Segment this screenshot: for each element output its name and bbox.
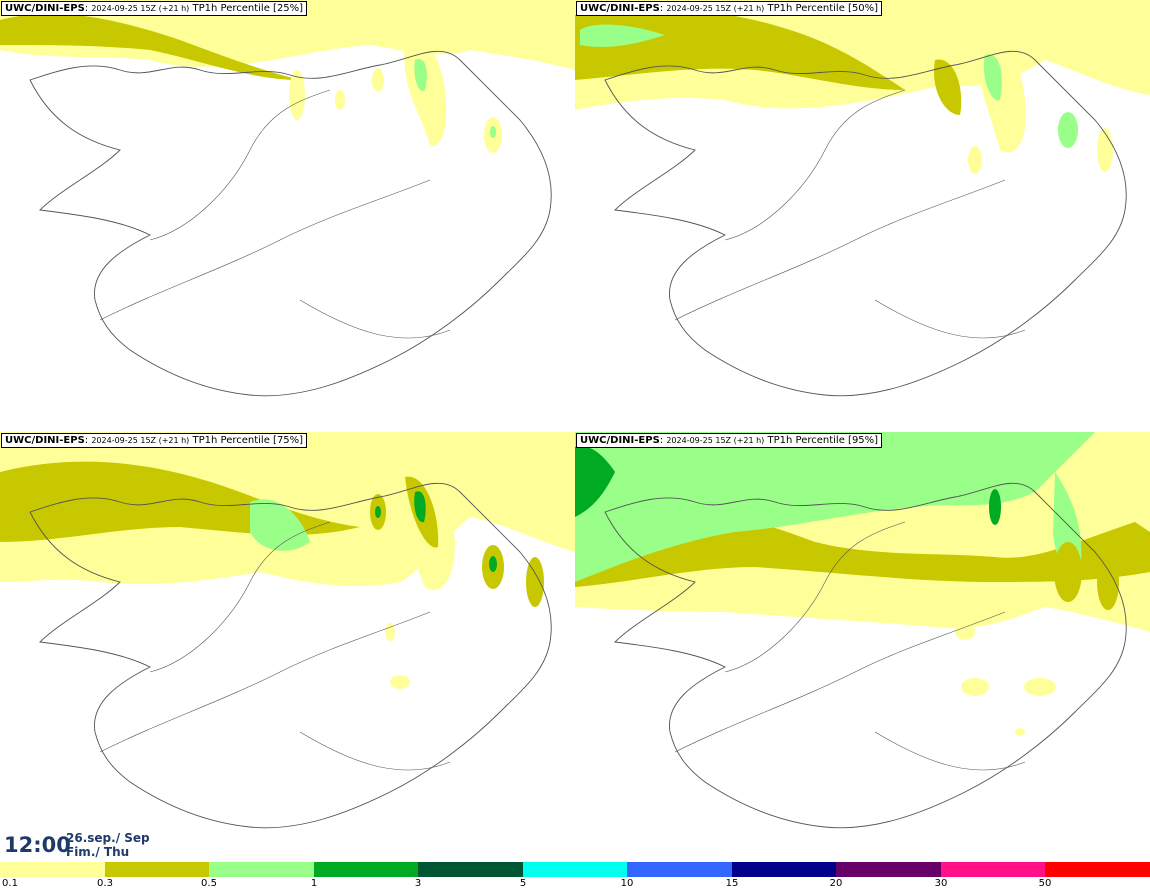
- legend-swatch: [1045, 862, 1150, 877]
- legend-tick-label: 10: [620, 878, 634, 889]
- run-info: 2024-09-25 15Z (+21 h): [91, 436, 190, 445]
- legend-swatch: [0, 862, 105, 877]
- legend-swatch: [836, 862, 941, 877]
- map-panel-p95: UWC/DINI-EPS: 2024-09-25 15Z (+21 h) TP1…: [575, 432, 1150, 864]
- precip-map-p25: [0, 0, 575, 397]
- legend-swatch: [731, 862, 837, 877]
- legend-swatch: [627, 862, 732, 877]
- precip-map-p50: [575, 0, 1150, 397]
- legend-tick-label: 50: [1038, 878, 1052, 889]
- percentile-label: [95%]: [848, 435, 879, 446]
- legend-tick-label: 3: [414, 878, 422, 889]
- precip-map-p75: [0, 432, 575, 829]
- legend-tick-label: 0.3: [97, 878, 113, 889]
- model-name: UWC/DINI-EPS: [580, 435, 660, 446]
- valid-time-box: 12:00 26.sep./ Sep Fim./ Thu: [0, 829, 150, 862]
- legend-tick-label: 5: [519, 878, 527, 889]
- legend-swatch: [104, 862, 210, 877]
- map-panel-p75: UWC/DINI-EPS: 2024-09-25 15Z (+21 h) TP1…: [0, 432, 575, 864]
- legend-tick-label: 0.1: [2, 878, 18, 889]
- legend-tick-label: 0.5: [201, 878, 217, 889]
- percentile-label: [75%]: [273, 435, 304, 446]
- variable-name: TP1h Percentile: [192, 435, 270, 446]
- variable-name: TP1h Percentile: [767, 3, 845, 14]
- legend-swatch: [940, 862, 1046, 877]
- valid-day: Fim./ Thu: [66, 845, 130, 859]
- map-panel-p50: UWC/DINI-EPS: 2024-09-25 15Z (+21 h) TP1…: [575, 0, 1150, 432]
- legend-tick-label: 30: [934, 878, 948, 889]
- model-name: UWC/DINI-EPS: [5, 3, 85, 14]
- valid-date: 26.sep./ Sep: [66, 831, 150, 845]
- map-panel-p25: UWC/DINI-EPS: 2024-09-25 15Z (+21 h) TP1…: [0, 0, 575, 432]
- model-name: UWC/DINI-EPS: [5, 435, 85, 446]
- percentile-label: [50%]: [848, 3, 879, 14]
- legend-tick-label: 15: [725, 878, 739, 889]
- legend-bar: [0, 862, 1150, 877]
- run-info: 2024-09-25 15Z (+21 h): [666, 436, 765, 445]
- panel-label-p95: UWC/DINI-EPS: 2024-09-25 15Z (+21 h) TP1…: [576, 433, 883, 448]
- panel-label-p75: UWC/DINI-EPS: 2024-09-25 15Z (+21 h) TP1…: [1, 433, 308, 448]
- legend-swatch: [209, 862, 314, 877]
- legend-swatch: [313, 862, 419, 877]
- precip-map-p95: [575, 432, 1150, 829]
- run-info: 2024-09-25 15Z (+21 h): [91, 4, 190, 13]
- percentile-label: [25%]: [273, 3, 304, 14]
- panel-label-p50: UWC/DINI-EPS: 2024-09-25 15Z (+21 h) TP1…: [576, 1, 883, 16]
- valid-time: 12:00: [4, 833, 71, 857]
- color-legend: 0.1 0.3 0.5 1 3 5 10 15 20 30 50: [0, 862, 1150, 891]
- variable-name: TP1h Percentile: [767, 435, 845, 446]
- variable-name: TP1h Percentile: [192, 3, 270, 14]
- legend-swatch: [522, 862, 628, 877]
- model-name: UWC/DINI-EPS: [580, 3, 660, 14]
- panel-label-p25: UWC/DINI-EPS: 2024-09-25 15Z (+21 h) TP1…: [1, 1, 308, 16]
- legend-ticks: 0.1 0.3 0.5 1 3 5 10 15 20 30 50: [0, 877, 1150, 891]
- legend-tick-label: 20: [829, 878, 843, 889]
- valid-date-block: 26.sep./ Sep Fim./ Thu: [66, 831, 150, 859]
- legend-tick-label: 1: [310, 878, 318, 889]
- legend-swatch: [418, 862, 523, 877]
- run-info: 2024-09-25 15Z (+21 h): [666, 4, 765, 13]
